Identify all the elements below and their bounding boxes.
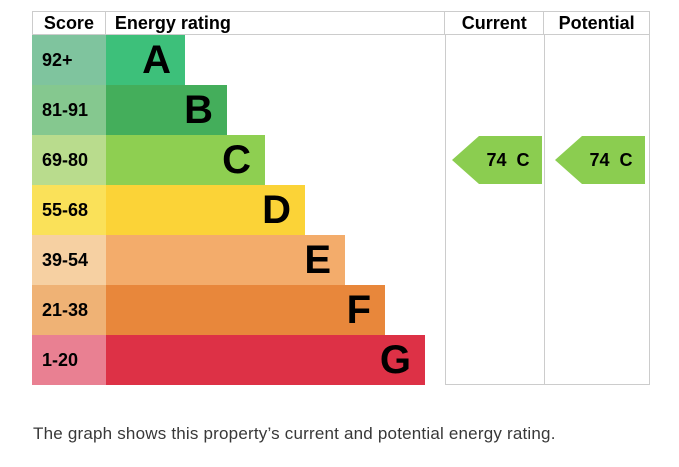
- band-row-e: 39-54 E: [32, 235, 650, 285]
- score-range-label: 39-54: [32, 235, 106, 285]
- current-rating-letter: C: [516, 149, 530, 170]
- current-rating-value: 74: [486, 149, 507, 170]
- potential-column-header: Potential: [543, 12, 650, 34]
- score-range-label: 55-68: [32, 185, 106, 235]
- rating-bar-a: A: [106, 35, 185, 85]
- potential-column-divider-left: [544, 35, 545, 385]
- rating-bar-g: G: [106, 335, 425, 385]
- band-row-f: 21-38 F: [32, 285, 650, 335]
- chart-body: 92+ A 81-91 B 69-80 C 55-68 D 39-54 E 21…: [32, 35, 650, 385]
- current-column-divider-left: [445, 35, 446, 385]
- epc-table: Score Energy rating Current Potential 92…: [32, 11, 650, 385]
- score-range-label: 81-91: [32, 85, 106, 135]
- rating-bar-b: B: [106, 85, 227, 135]
- rating-bar-d: D: [106, 185, 305, 235]
- band-row-c: 69-80 C: [32, 135, 650, 185]
- band-row-b: 81-91 B: [32, 85, 650, 135]
- potential-rating-value: 74: [589, 149, 610, 170]
- table-right-border: [649, 35, 650, 385]
- score-range-label: 69-80: [32, 135, 106, 185]
- rating-bar-c: C: [106, 135, 265, 185]
- score-column-header: Score: [32, 12, 106, 34]
- band-row-g: 1-20 G: [32, 335, 650, 385]
- current-column-header: Current: [444, 12, 543, 34]
- rating-bar-f: F: [106, 285, 385, 335]
- band-row-d: 55-68 D: [32, 185, 650, 235]
- band-row-a: 92+ A: [32, 35, 650, 85]
- rating-bar-e: E: [106, 235, 345, 285]
- chart-caption: The graph shows this property’s current …: [33, 424, 556, 443]
- table-header-row: Score Energy rating Current Potential: [32, 11, 650, 35]
- energy-rating-column-header: Energy rating: [114, 12, 231, 33]
- score-range-label: 1-20: [32, 335, 106, 385]
- score-range-label: 92+: [32, 35, 106, 85]
- potential-rating-letter: C: [619, 149, 633, 170]
- score-range-label: 21-38: [32, 285, 106, 335]
- table-bottom-border: [445, 384, 650, 385]
